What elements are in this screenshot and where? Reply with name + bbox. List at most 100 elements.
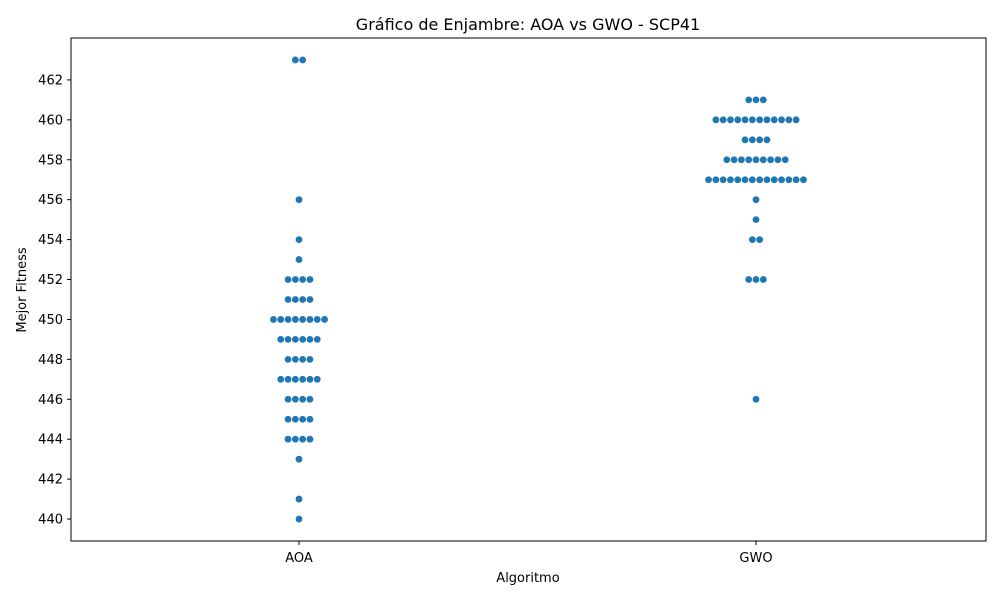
data-point [759, 96, 767, 104]
data-point [306, 276, 314, 283]
data-point [299, 276, 307, 283]
data-point [763, 136, 771, 144]
data-point [291, 395, 299, 403]
data-point [284, 395, 292, 403]
data-point [313, 375, 321, 383]
data-point [792, 116, 800, 124]
data-point [745, 96, 753, 104]
data-point [752, 216, 760, 224]
data-point [299, 56, 307, 64]
y-axis-label: Mejor Fitness [15, 247, 30, 333]
data-point [295, 196, 303, 204]
data-point [719, 176, 727, 184]
data-point [705, 176, 712, 184]
data-point [284, 375, 292, 383]
data-point [763, 116, 771, 124]
data-point [277, 316, 285, 323]
x-tick-label: GWO [739, 551, 772, 566]
data-point [748, 116, 756, 124]
data-point [730, 156, 738, 164]
y-tick-label: 454 [38, 233, 63, 248]
data-point [712, 176, 720, 184]
data-point [313, 336, 321, 343]
data-point [752, 156, 760, 164]
data-point [295, 256, 303, 263]
y-tick-label: 440 [38, 513, 63, 528]
data-point [792, 176, 800, 184]
x-axis-label: Algoritmo [496, 571, 559, 586]
plot-frame [70, 37, 987, 542]
data-point [763, 176, 771, 184]
data-point [741, 136, 749, 144]
data-point [770, 176, 778, 184]
data-point [306, 296, 314, 303]
data-point [752, 96, 760, 104]
y-tick-label: 460 [38, 113, 63, 128]
data-point [277, 375, 285, 383]
data-point [291, 296, 299, 303]
data-point [299, 296, 307, 303]
y-tick-label: 444 [38, 433, 63, 448]
data-point [306, 336, 314, 343]
y-tick-label: 456 [38, 193, 63, 208]
y-tick-label: 446 [38, 393, 63, 408]
data-point [295, 495, 303, 503]
y-tick-label: 452 [38, 273, 63, 288]
data-point [781, 156, 789, 164]
data-point [756, 116, 764, 124]
data-point [752, 276, 760, 283]
data-point [284, 276, 292, 283]
data-point [299, 355, 307, 363]
data-point [306, 316, 314, 323]
data-point [284, 296, 292, 303]
data-point [284, 355, 292, 363]
data-point [719, 116, 727, 124]
y-tick-label: 450 [38, 313, 63, 328]
y-tick-label: 448 [38, 353, 63, 368]
data-point [299, 375, 307, 383]
data-point [284, 435, 292, 443]
data-point [291, 375, 299, 383]
data-point [738, 156, 745, 164]
data-point [748, 236, 756, 243]
data-point [306, 375, 314, 383]
data-point [291, 276, 299, 283]
data-point [291, 316, 299, 323]
data-point [284, 316, 292, 323]
y-tick-label: 458 [38, 153, 63, 168]
data-point [712, 116, 720, 124]
data-point [800, 176, 807, 184]
y-tick-label: 462 [38, 73, 63, 88]
data-point [299, 415, 307, 423]
data-point [756, 236, 764, 243]
data-point [741, 176, 749, 184]
y-axis: 440 442 444 446 448 450 452 454 456 458 460 462 [38, 73, 71, 528]
data-point [284, 415, 292, 423]
data-point [785, 116, 793, 124]
y-tick-label: 442 [38, 473, 63, 488]
data-point [734, 176, 742, 184]
data-point [785, 176, 793, 184]
data-point [299, 395, 307, 403]
data-point [295, 236, 303, 243]
data-point [774, 156, 782, 164]
data-point [745, 156, 753, 164]
x-axis: AOA GWO [285, 541, 773, 566]
data-point [756, 136, 764, 144]
data-point [748, 136, 756, 144]
data-point [756, 176, 764, 184]
data-point [752, 395, 760, 403]
data-point [778, 176, 785, 184]
data-points [270, 56, 807, 523]
data-point [306, 395, 314, 403]
data-point [778, 116, 785, 124]
chart-title: Gráfico de Enjambre: AOA vs GWO - SCP41 [356, 15, 700, 34]
data-point [752, 196, 760, 204]
data-point [291, 355, 299, 363]
data-point [321, 316, 328, 323]
data-point [770, 116, 778, 124]
data-point [723, 156, 731, 164]
data-point [291, 415, 299, 423]
data-point [313, 316, 321, 323]
